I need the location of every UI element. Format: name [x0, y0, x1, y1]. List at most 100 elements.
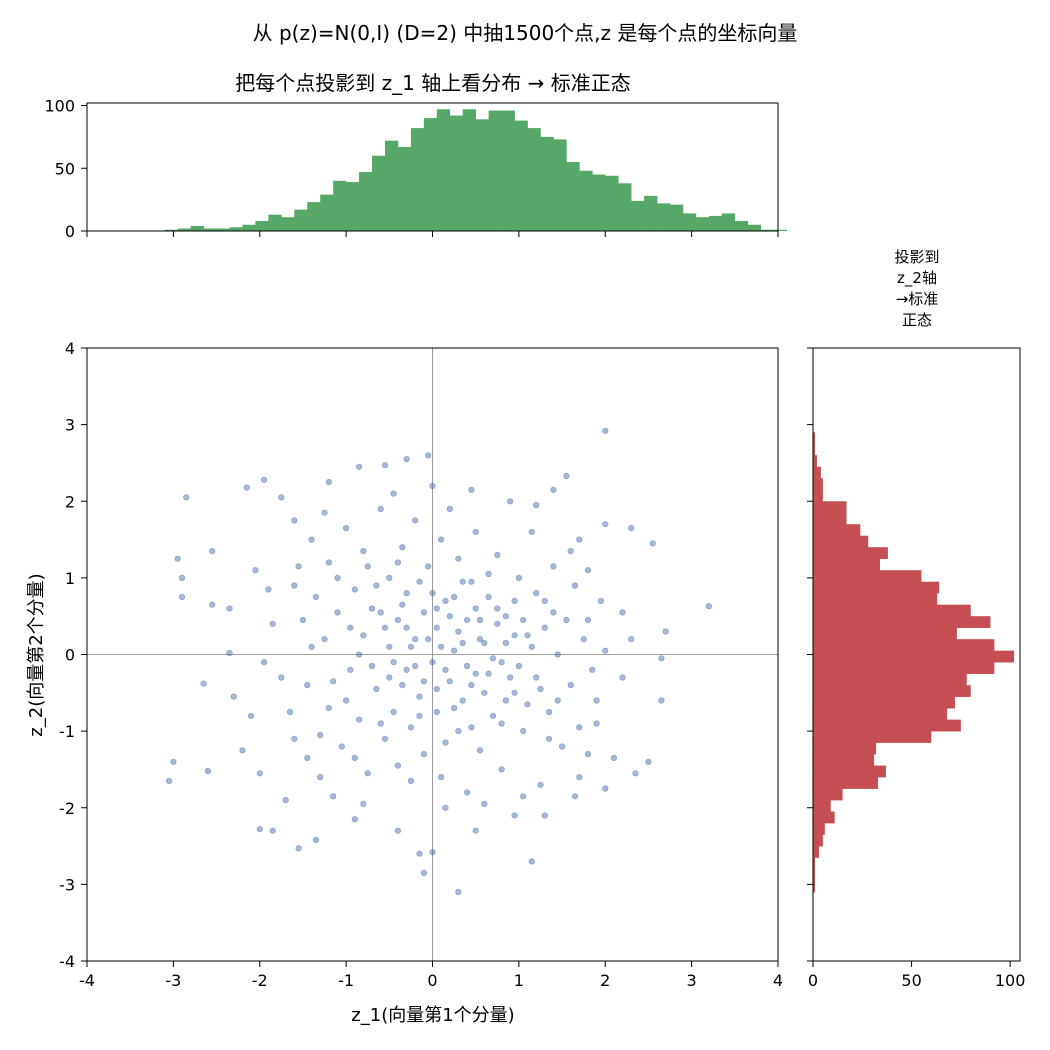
z1-histogram-bar: [294, 209, 308, 231]
scatter-point: [438, 643, 445, 650]
scatter-point: [381, 462, 389, 469]
zero-reference-lines: [87, 348, 778, 961]
scatter-point: [571, 793, 579, 800]
scatter-point: [597, 597, 605, 605]
z2-histogram-bars: [813, 432, 1015, 893]
z1-histogram-bar: [553, 139, 567, 231]
z2-histogram-bar: [813, 880, 815, 893]
z1-histogram-bar: [384, 140, 399, 231]
scatter-point: [446, 505, 453, 513]
scatter-point: [451, 647, 458, 654]
y-tick-label: -4: [59, 952, 75, 971]
z2-histogram-bar: [813, 869, 815, 881]
scatter-point: [489, 712, 497, 719]
z2-histogram-bar: [813, 696, 955, 709]
z1-histogram-bar: [268, 214, 282, 231]
scatter-point: [602, 647, 609, 654]
scatter-point: [442, 739, 449, 746]
scatter-point: [425, 452, 432, 459]
scatter-point: [226, 605, 233, 612]
scatter-point: [317, 731, 324, 739]
scatter-point: [390, 708, 397, 716]
scatter-point: [360, 547, 367, 555]
z2-histogram-bar: [813, 466, 821, 479]
z1-histogram-bar: [333, 180, 347, 231]
scatter-point: [545, 708, 553, 716]
z2-histogram-bar: [813, 777, 879, 789]
scatter-point: [304, 681, 311, 689]
scatter-point: [377, 609, 384, 616]
scatter-point: [545, 735, 553, 742]
scatter-ticks: -4 -3 -2 -1 0 1 2 3 4 -4 -3 -2 -1 0 1 2 3 4: [59, 339, 783, 990]
scatter-point: [248, 712, 255, 719]
scatter-point: [649, 540, 656, 547]
scatter-point: [468, 578, 475, 585]
z1-histogram-bar: [449, 115, 464, 231]
z2-histogram-ticks: 0 50 100: [807, 347, 1025, 990]
scatter-point: [520, 616, 527, 624]
scatter-point: [433, 605, 440, 612]
scatter-point: [632, 770, 639, 777]
scatter-point: [593, 697, 600, 704]
scatter-point: [472, 528, 479, 536]
scatter-point: [498, 659, 505, 666]
scatter-point: [239, 747, 246, 754]
z1-histogram-bar: [397, 146, 412, 231]
scatter-point: [619, 609, 626, 616]
z1-histogram-bar: [372, 155, 386, 231]
scatter-point: [425, 563, 432, 570]
scatter-point: [330, 678, 337, 685]
scatter-point: [261, 476, 268, 483]
z1-histogram-y-tick-label: 100: [44, 97, 75, 116]
z1-histogram-bar: [734, 220, 749, 231]
scatter-point: [515, 574, 523, 582]
scatter-point: [325, 704, 333, 712]
scatter-point: [368, 605, 376, 612]
scatter-point: [658, 655, 665, 662]
scatter-point: [459, 639, 466, 647]
scatter-point: [580, 636, 587, 643]
scatter-point: [334, 609, 341, 616]
scatter-point: [269, 620, 276, 627]
z1-histogram-bar: [410, 128, 425, 231]
scatter-point: [356, 463, 363, 470]
scatter-point: [455, 727, 462, 735]
scatter-point: [291, 582, 298, 589]
scatter-point: [343, 524, 350, 532]
scatter-point: [304, 754, 311, 762]
scatter-point: [373, 685, 380, 693]
scatter-point: [416, 578, 423, 585]
scatter-point: [489, 655, 497, 662]
scatter-point: [584, 616, 592, 624]
scatter-point: [420, 678, 428, 685]
scatter-point: [174, 555, 181, 562]
y-tick-label: 0: [65, 646, 75, 665]
scatter-point: [472, 605, 479, 612]
scatter-point: [459, 697, 466, 704]
scatter-point: [291, 735, 298, 742]
scatter-point: [429, 659, 436, 666]
z1-histogram-bar: [708, 215, 723, 231]
z1-histogram-bar: [423, 118, 438, 231]
z2-histogram-bar: [813, 512, 847, 525]
z2-histogram-bar: [813, 673, 967, 686]
z1-histogram-bars: [164, 109, 787, 231]
z1-histogram-bar: [644, 195, 658, 231]
scatter-point: [476, 616, 484, 624]
z2-histogram-bar: [813, 719, 961, 732]
z1-histogram-bar: [488, 110, 502, 231]
scatter-point: [209, 547, 216, 555]
scatter-point: [282, 796, 289, 804]
scatter-point: [511, 597, 518, 605]
z1-histogram-bar: [359, 172, 373, 231]
z1-histogram-bar: [747, 224, 762, 231]
scatter-point: [494, 620, 501, 627]
scatter-point: [403, 624, 410, 631]
z2-histogram-bar: [813, 581, 940, 594]
z1-histogram-bar: [682, 213, 697, 231]
scatter-point: [343, 697, 350, 704]
scatter-point: [468, 681, 475, 689]
scatter-point: [468, 724, 475, 731]
scatter-point: [438, 773, 445, 781]
scatter-point: [416, 850, 423, 857]
